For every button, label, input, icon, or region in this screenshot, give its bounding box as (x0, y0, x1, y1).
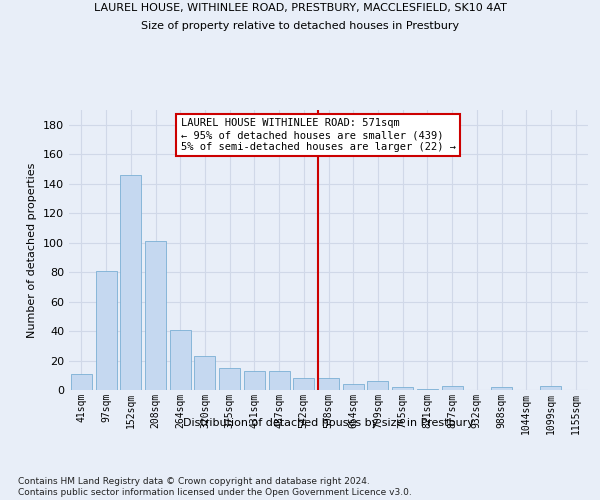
Bar (244, 371, 265, 390)
Bar (318, 378, 339, 390)
Bar (95, 270, 116, 390)
Bar (367, 381, 388, 390)
Bar (392, 387, 413, 390)
Bar (442, 386, 463, 390)
Bar (145, 241, 166, 390)
Bar (269, 371, 290, 390)
Bar (194, 356, 215, 390)
Y-axis label: Number of detached properties: Number of detached properties (28, 162, 37, 338)
Bar (120, 175, 141, 390)
Text: Contains HM Land Registry data © Crown copyright and database right 2024.
Contai: Contains HM Land Registry data © Crown c… (18, 478, 412, 497)
Bar (541, 386, 562, 390)
Text: Distribution of detached houses by size in Prestbury: Distribution of detached houses by size … (184, 418, 474, 428)
Bar (293, 378, 314, 390)
Bar (417, 388, 438, 390)
Text: Size of property relative to detached houses in Prestbury: Size of property relative to detached ho… (141, 21, 459, 31)
Bar (343, 384, 364, 390)
Bar (491, 387, 512, 390)
Bar (71, 374, 92, 390)
Text: LAUREL HOUSE, WITHINLEE ROAD, PRESTBURY, MACCLESFIELD, SK10 4AT: LAUREL HOUSE, WITHINLEE ROAD, PRESTBURY,… (94, 2, 506, 12)
Bar (219, 368, 240, 390)
Bar (170, 330, 191, 390)
Text: LAUREL HOUSE WITHINLEE ROAD: 571sqm
← 95% of detached houses are smaller (439)
5: LAUREL HOUSE WITHINLEE ROAD: 571sqm ← 95… (181, 118, 455, 152)
